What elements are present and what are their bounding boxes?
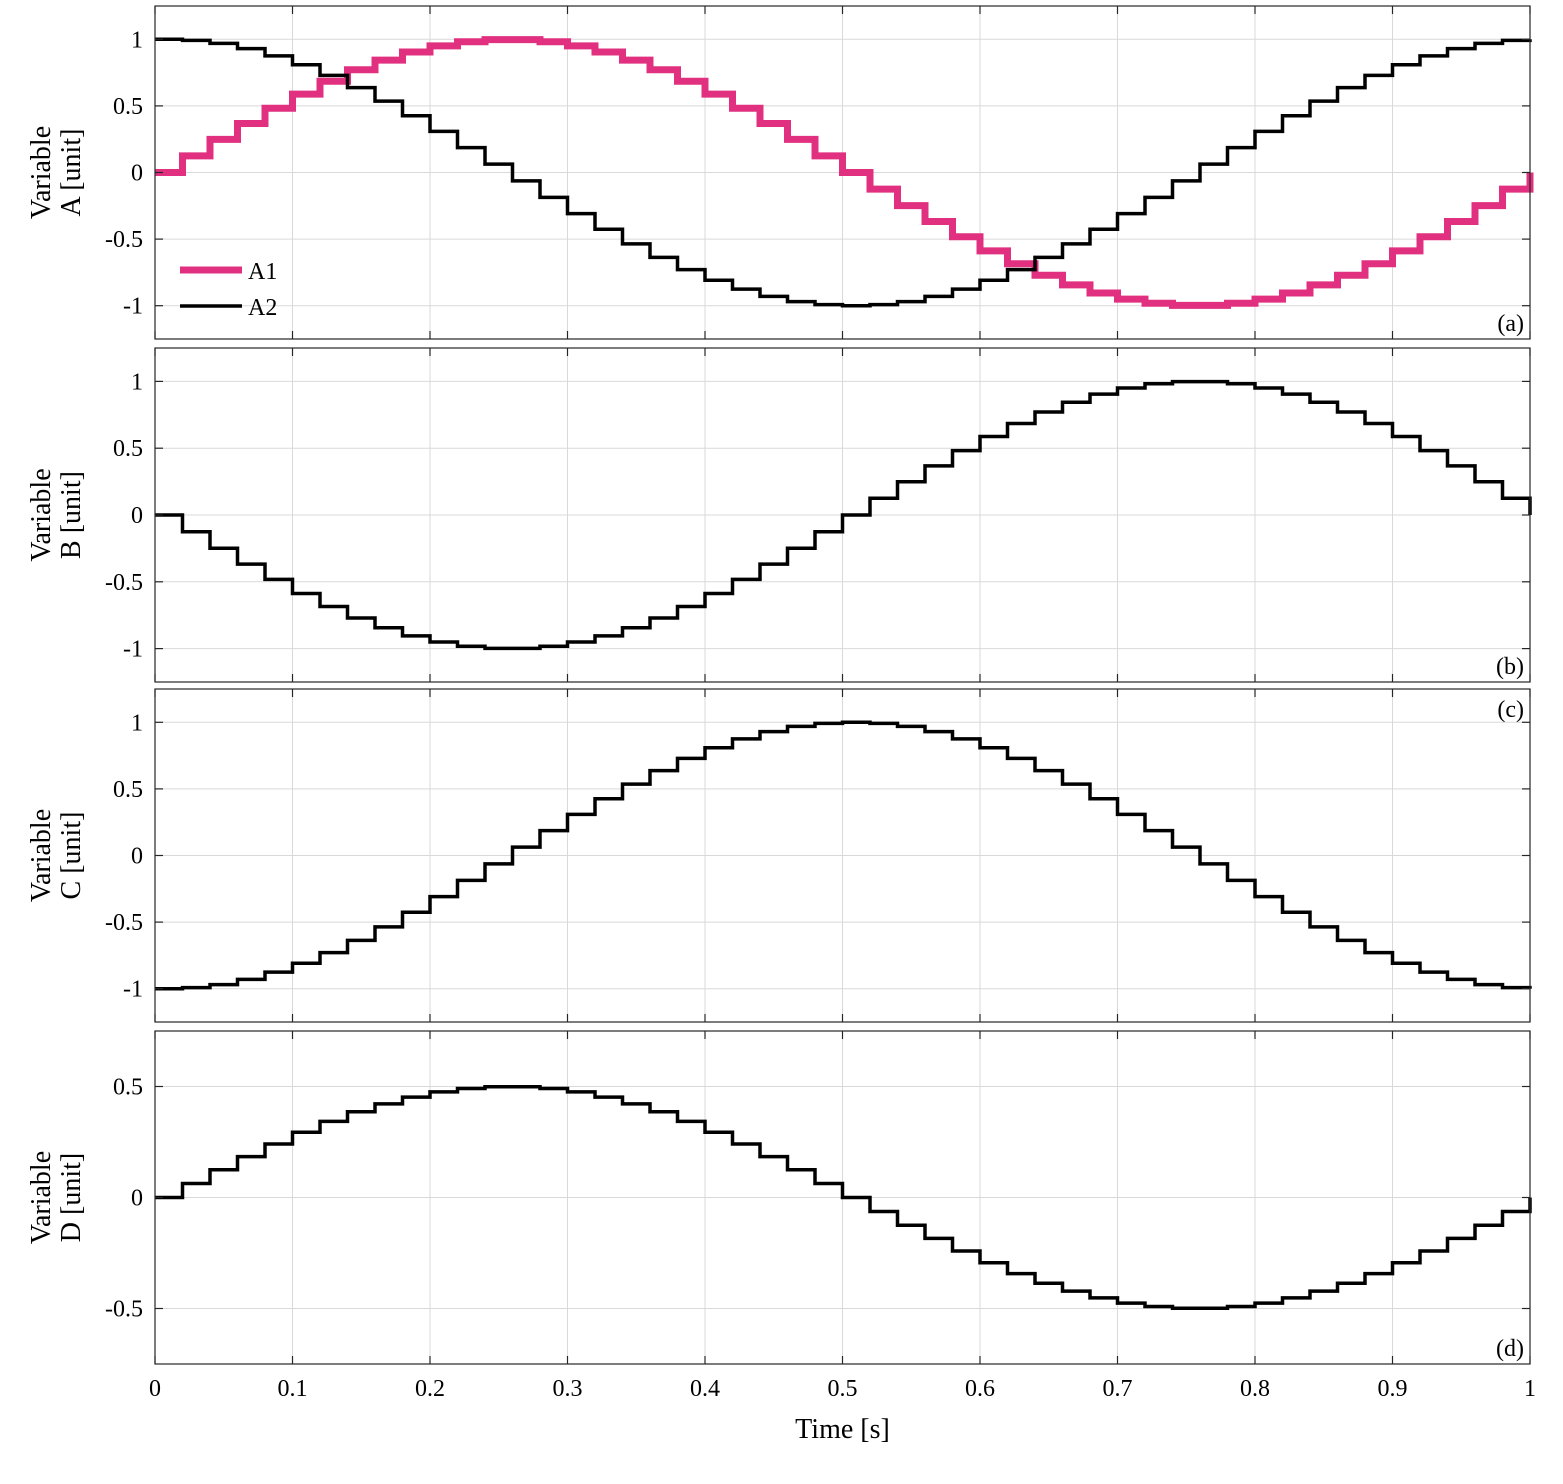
y-tick-label-panel-3: -1 bbox=[123, 977, 143, 1003]
x-tick-label: 0.7 bbox=[1103, 1376, 1133, 1402]
x-axis-title: Time [s] bbox=[795, 1414, 890, 1445]
y-axis-title-panel-1: Variable bbox=[26, 126, 57, 219]
y-axis-title-panel-4: D [unit] bbox=[56, 1153, 87, 1242]
x-tick-label: 0.2 bbox=[415, 1376, 445, 1402]
series-line-panel-4-main bbox=[155, 1084, 1532, 1311]
panel-2: -1 -0.5 0 0.5 1 Variable B [unit] (b) bbox=[26, 347, 1532, 683]
panel-3: -1 -0.5 0 0.5 1 Variable C [unit] (c) bbox=[26, 688, 1532, 1023]
y-tick-label-panel-2: -0.5 bbox=[105, 570, 143, 596]
y-axis-title-panel-3: C [unit] bbox=[56, 812, 87, 900]
y-axis-title-panel-2: Variable bbox=[26, 468, 57, 561]
grid-lines-panel-2 bbox=[154, 348, 1531, 682]
panel-label: (d) bbox=[1496, 1336, 1524, 1362]
x-tick-label: 0.4 bbox=[690, 1376, 720, 1402]
x-tick-label: 0.1 bbox=[278, 1376, 308, 1402]
y-tick-label-panel-1: 0 bbox=[131, 161, 143, 187]
y-tick-label-panel-2: 0 bbox=[131, 503, 143, 529]
panel-label: (c) bbox=[1497, 697, 1524, 723]
y-tick-label-panel-1: -1 bbox=[123, 294, 143, 320]
x-tick-label: 1 bbox=[1524, 1376, 1536, 1402]
panel-label: (b) bbox=[1496, 654, 1524, 680]
series-line-panel-3-main bbox=[155, 720, 1532, 991]
x-tick-label: 0.3 bbox=[553, 1376, 583, 1402]
y-tick-label-panel-2: 1 bbox=[131, 369, 143, 395]
y-tick-label-panel-3: -0.5 bbox=[105, 910, 143, 936]
x-tick-label: 0 bbox=[149, 1376, 161, 1402]
x-tick-label: 0.9 bbox=[1378, 1376, 1408, 1402]
series-line-panel-1-a1 bbox=[155, 36, 1534, 309]
y-axis-title-panel-4: Variable bbox=[26, 1151, 57, 1244]
x-tick-label: 0.5 bbox=[828, 1376, 858, 1402]
grid-lines-panel-3 bbox=[154, 689, 1531, 1022]
y-tick-label-panel-3: 0.5 bbox=[113, 777, 143, 803]
y-tick-label-panel-1: 1 bbox=[131, 27, 143, 53]
panel-label: (a) bbox=[1497, 311, 1524, 337]
legend-label-a2: A2 bbox=[248, 295, 277, 321]
x-tick-label: 0.6 bbox=[965, 1376, 995, 1402]
y-axis-title-panel-1: A [unit] bbox=[56, 129, 87, 217]
y-tick-label-panel-4: 0 bbox=[131, 1186, 143, 1212]
y-tick-label-panel-4: -0.5 bbox=[105, 1297, 143, 1323]
y-tick-label-panel-3: 1 bbox=[131, 710, 143, 736]
y-tick-label-panel-2: 0.5 bbox=[113, 436, 143, 462]
y-axis-title-panel-3: Variable bbox=[26, 809, 57, 902]
series-line-panel-1-a2 bbox=[155, 37, 1532, 308]
y-tick-label-panel-3: 0 bbox=[131, 844, 143, 870]
y-tick-label-panel-1: -0.5 bbox=[105, 227, 143, 253]
x-tick-label: 0.8 bbox=[1240, 1376, 1270, 1402]
y-axis-title-panel-2: B [unit] bbox=[56, 471, 87, 559]
legend-label-a1: A1 bbox=[248, 259, 277, 285]
y-tick-label-panel-2: -1 bbox=[123, 637, 143, 663]
y-tick-label-panel-4: 0.5 bbox=[113, 1075, 143, 1101]
series-line-panel-2-main bbox=[155, 379, 1532, 651]
panel-4: -0.5 0 0.5 Variable D [unit] (d) 0 0.1 0.2 0.3 0.4… bbox=[26, 1030, 1536, 1445]
y-tick-label-panel-1: 0.5 bbox=[113, 94, 143, 120]
